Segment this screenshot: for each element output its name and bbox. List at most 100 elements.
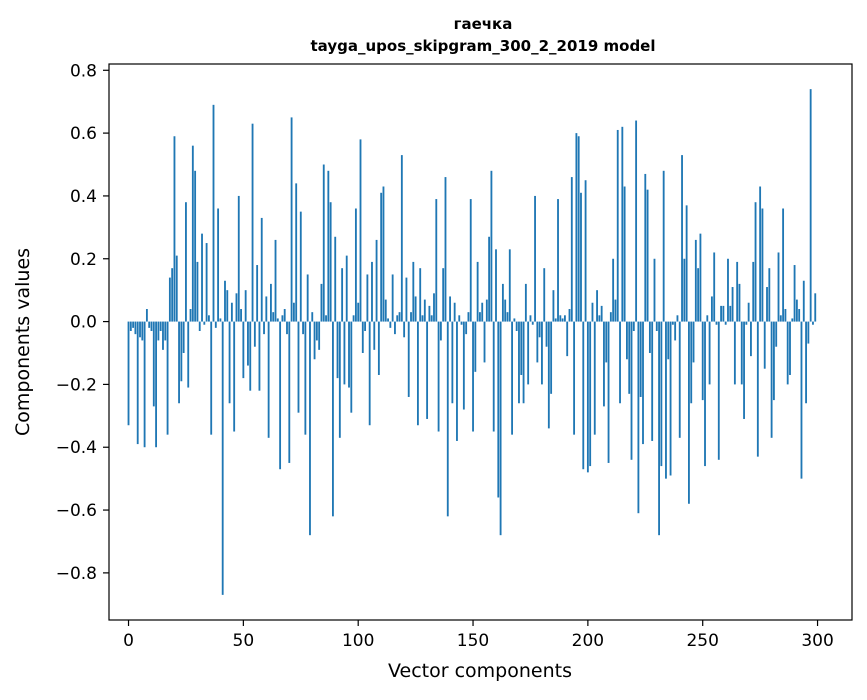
bar — [609, 312, 612, 322]
bar — [527, 321, 530, 385]
bar — [653, 258, 656, 322]
bar — [777, 252, 780, 322]
bar — [396, 315, 399, 322]
bar — [127, 321, 130, 426]
bar — [444, 177, 447, 322]
bar — [410, 312, 412, 322]
bar — [580, 192, 582, 322]
bar — [538, 321, 541, 338]
bar — [456, 321, 458, 441]
bar — [226, 290, 229, 322]
bar — [139, 321, 141, 338]
bar — [171, 268, 174, 322]
bar — [724, 321, 727, 325]
bar — [474, 321, 477, 372]
bar — [743, 321, 745, 419]
bar — [736, 261, 739, 322]
bar — [733, 321, 736, 385]
bar — [451, 321, 454, 404]
bar — [134, 321, 137, 335]
bar — [173, 136, 176, 322]
bar — [350, 321, 353, 413]
bar — [501, 283, 504, 322]
bar — [304, 321, 307, 435]
bar — [281, 315, 284, 322]
bar — [752, 261, 755, 322]
bar — [194, 170, 197, 322]
bar — [421, 315, 424, 322]
bar — [377, 321, 380, 375]
bar — [814, 293, 817, 322]
bar — [768, 268, 771, 322]
bar — [779, 315, 782, 322]
bar — [789, 321, 791, 375]
x-tick-label: 100 — [342, 631, 374, 651]
bar — [423, 299, 426, 322]
bar — [302, 321, 304, 335]
bar — [667, 321, 670, 360]
bar — [286, 321, 288, 335]
bar — [405, 277, 408, 322]
bar — [648, 321, 651, 353]
bar — [708, 321, 711, 385]
bar — [557, 199, 559, 322]
bar — [306, 274, 309, 322]
bar — [244, 290, 247, 322]
bar — [483, 321, 486, 363]
bar — [152, 321, 155, 407]
bar — [338, 321, 341, 438]
bar — [729, 305, 732, 322]
bar — [782, 208, 785, 322]
bar — [435, 199, 438, 322]
bar — [706, 315, 709, 322]
bar — [642, 321, 644, 445]
bar — [499, 321, 502, 536]
plot-frame — [108, 63, 853, 621]
bar — [485, 299, 488, 322]
bar — [230, 302, 233, 322]
bar — [612, 258, 615, 322]
bar — [462, 321, 465, 410]
bar — [419, 268, 422, 322]
bar — [531, 321, 534, 325]
bar — [210, 321, 213, 435]
bar — [481, 302, 484, 322]
chart-subtitle: tayga_upos_skipgram_300_2_2019 model — [311, 37, 656, 55]
bar — [145, 309, 148, 322]
bar — [313, 321, 316, 360]
bar — [805, 321, 807, 404]
bar — [357, 302, 360, 322]
bar — [256, 265, 259, 322]
x-tick-label: 0 — [123, 631, 134, 651]
bar — [681, 155, 683, 322]
bar — [414, 296, 417, 322]
bar — [651, 321, 654, 441]
bar — [182, 321, 185, 353]
y-tick-label: −0.4 — [56, 438, 97, 458]
bar — [720, 305, 723, 322]
bar — [162, 321, 164, 350]
bar — [688, 321, 690, 504]
bar — [320, 283, 323, 322]
bar — [568, 309, 571, 322]
bar — [391, 274, 394, 322]
bar — [619, 321, 621, 404]
bar — [389, 321, 392, 328]
bar — [265, 296, 268, 322]
bar — [529, 315, 532, 322]
bar — [189, 309, 192, 322]
bar — [476, 261, 479, 322]
bar — [292, 302, 295, 322]
bar — [589, 321, 592, 467]
y-tick-label: −0.6 — [56, 501, 97, 521]
bar — [798, 309, 801, 322]
bar — [403, 321, 406, 338]
x-axis: 0 50 100 150 200 250 300 — [123, 620, 834, 651]
bar — [276, 318, 279, 322]
bar — [534, 195, 536, 322]
bar — [536, 321, 539, 363]
bar — [329, 202, 332, 322]
bar — [442, 268, 445, 322]
bar — [327, 170, 330, 322]
